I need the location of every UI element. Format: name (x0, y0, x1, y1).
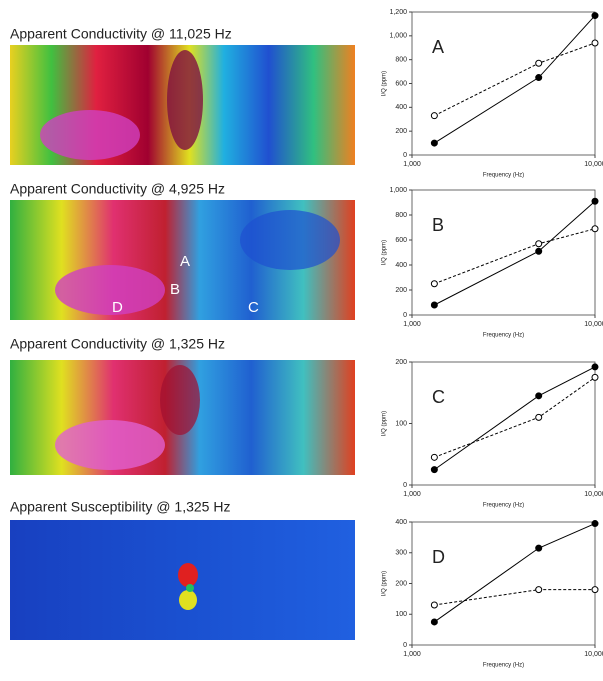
point (591, 39, 599, 47)
y-axis-label: I/Q (ppm) (382, 240, 388, 265)
point (535, 59, 543, 67)
point (535, 392, 543, 400)
map-title: Apparent Conductivity @ 1,325 Hz (10, 336, 225, 352)
point (430, 453, 438, 461)
y-tick-label: 0 (403, 482, 407, 489)
point (535, 586, 543, 594)
panel-label: D (432, 547, 445, 567)
y-tick-label: 800 (395, 57, 407, 64)
series-line (434, 228, 596, 285)
panel-label: B (432, 215, 444, 235)
series-line (434, 366, 596, 471)
x-axis-label: Frequency (Hz) (483, 333, 524, 339)
map-label: B (170, 281, 180, 298)
panel-label: C (432, 387, 445, 407)
y-tick-label: 200 (395, 128, 407, 135)
map-4 (10, 520, 355, 640)
point (535, 247, 543, 255)
point (430, 112, 438, 120)
y-tick-label: 300 (395, 550, 407, 557)
point (430, 601, 438, 609)
x-tick-label: 1,000 (403, 321, 421, 328)
y-tick-label: 1,000 (389, 187, 407, 194)
map-label: D (112, 299, 123, 316)
x-tick-label: 10,000 (584, 491, 603, 498)
y-tick-label: 800 (395, 212, 407, 219)
y-tick-label: 400 (395, 262, 407, 269)
y-axis-label: I/Q (ppm) (382, 71, 388, 96)
y-tick-label: 0 (403, 152, 407, 159)
plot-frame (411, 189, 596, 316)
point (591, 197, 599, 205)
point (430, 466, 438, 474)
point (591, 520, 599, 528)
x-tick-label: 10,000 (584, 321, 603, 328)
point (430, 618, 438, 626)
map-title: Apparent Conductivity @ 4,925 Hz (10, 181, 225, 197)
point (591, 586, 599, 594)
y-tick-label: 0 (403, 312, 407, 319)
x-axis-label: Frequency (Hz) (483, 503, 524, 509)
y-axis-label: I/Q (ppm) (382, 411, 388, 436)
point (430, 280, 438, 288)
y-tick-label: 200 (395, 287, 407, 294)
y-tick-label: 600 (395, 80, 407, 87)
point (535, 544, 543, 552)
point (535, 74, 543, 82)
x-axis-label: Frequency (Hz) (483, 663, 524, 669)
map-title: Apparent Conductivity @ 11,025 Hz (10, 26, 232, 42)
y-tick-label: 200 (395, 580, 407, 587)
y-tick-label: 100 (395, 420, 407, 427)
map-3 (10, 360, 355, 475)
plot-frame (411, 521, 596, 646)
series-line (434, 42, 596, 117)
point (535, 413, 543, 421)
map-label: A (180, 253, 190, 270)
y-axis-label: I/Q (ppm) (382, 571, 388, 596)
series-line (434, 376, 596, 458)
x-tick-label: 10,000 (584, 161, 603, 168)
map-title: Apparent Susceptibility @ 1,325 Hz (10, 499, 230, 515)
plot-frame (411, 11, 596, 156)
y-tick-label: 0 (403, 642, 407, 649)
map-label: C (248, 299, 259, 316)
point (430, 139, 438, 147)
x-tick-label: 10,000 (584, 651, 603, 658)
point (535, 240, 543, 248)
series-line (434, 589, 595, 606)
x-axis-label: Frequency (Hz) (483, 173, 524, 179)
x-tick-label: 1,000 (403, 651, 421, 658)
x-tick-label: 1,000 (403, 491, 421, 498)
y-tick-label: 1,200 (389, 9, 407, 16)
y-tick-label: 600 (395, 237, 407, 244)
point (430, 301, 438, 309)
point (591, 373, 599, 381)
series-line (434, 523, 596, 623)
y-tick-label: 400 (395, 104, 407, 111)
y-tick-label: 200 (395, 359, 407, 366)
y-tick-label: 1,000 (389, 33, 407, 40)
series-line (434, 15, 596, 144)
map-2 (10, 200, 355, 320)
point (591, 225, 599, 233)
map-1 (10, 45, 355, 165)
point (591, 363, 599, 371)
y-tick-label: 100 (395, 611, 407, 618)
panel-label: A (432, 37, 444, 57)
point (591, 12, 599, 20)
y-tick-label: 400 (395, 519, 407, 526)
x-tick-label: 1,000 (403, 161, 421, 168)
